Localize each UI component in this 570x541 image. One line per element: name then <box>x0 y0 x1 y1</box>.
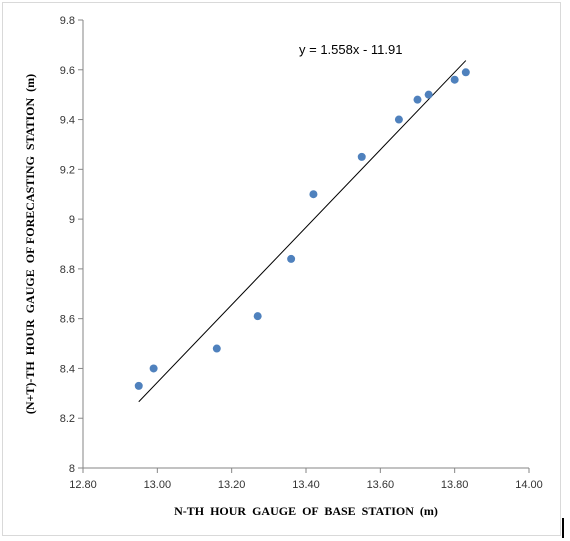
y-tick-label: 8.4 <box>60 363 75 375</box>
y-tick-label: 8.2 <box>60 413 75 425</box>
edge-mark <box>562 518 564 538</box>
data-point <box>212 344 221 353</box>
x-tick-labels: 12.80 13.00 13.20 13.40 13.60 13.80 14.00 <box>69 479 543 491</box>
trendline-group <box>138 60 467 403</box>
x-tick-label: 13.00 <box>144 479 172 491</box>
data-point <box>450 75 459 84</box>
data-point <box>461 68 470 77</box>
y-tick-label: 8.6 <box>60 314 75 326</box>
y-tick-label: 8 <box>69 463 75 475</box>
data-point <box>394 115 403 124</box>
data-point <box>134 381 143 390</box>
data-point <box>287 254 296 263</box>
x-axis-title: N-TH HOUR GAUGE OF BASE STATION (m) <box>174 504 438 518</box>
data-point <box>424 90 433 99</box>
y-tick-label: 9.6 <box>60 65 75 77</box>
data-point <box>253 312 262 321</box>
y-tick-label: 9.2 <box>60 164 75 176</box>
y-tick-label: 9 <box>69 214 75 226</box>
y-axis-title: (N+T)-TH HOUR GAUGE OF FORECASTING STATI… <box>23 74 37 414</box>
data-point <box>149 364 158 373</box>
chart-frame <box>2 2 561 536</box>
data-point <box>309 190 318 199</box>
x-tick-label: 14.00 <box>515 479 543 491</box>
x-tick-label: 13.60 <box>367 479 395 491</box>
x-tick-label: 13.80 <box>441 479 469 491</box>
axes <box>78 19 530 473</box>
data-points <box>134 68 470 390</box>
y-tick-label: 9.8 <box>60 15 75 27</box>
data-point <box>357 152 366 161</box>
x-tick-label: 12.80 <box>69 479 97 491</box>
trendline-equation: y = 1.558x - 11.91 <box>299 42 402 57</box>
y-tick-label: 9.4 <box>60 115 75 127</box>
trendline <box>138 60 467 403</box>
y-tick-label: 8.8 <box>60 264 75 276</box>
y-tick-labels: 8 8.2 8.4 8.6 8.8 9 9.2 9.4 9.6 9.8 <box>60 15 75 475</box>
data-point <box>413 95 422 104</box>
x-tick-label: 13.40 <box>292 479 320 491</box>
x-tick-label: 13.20 <box>218 479 246 491</box>
